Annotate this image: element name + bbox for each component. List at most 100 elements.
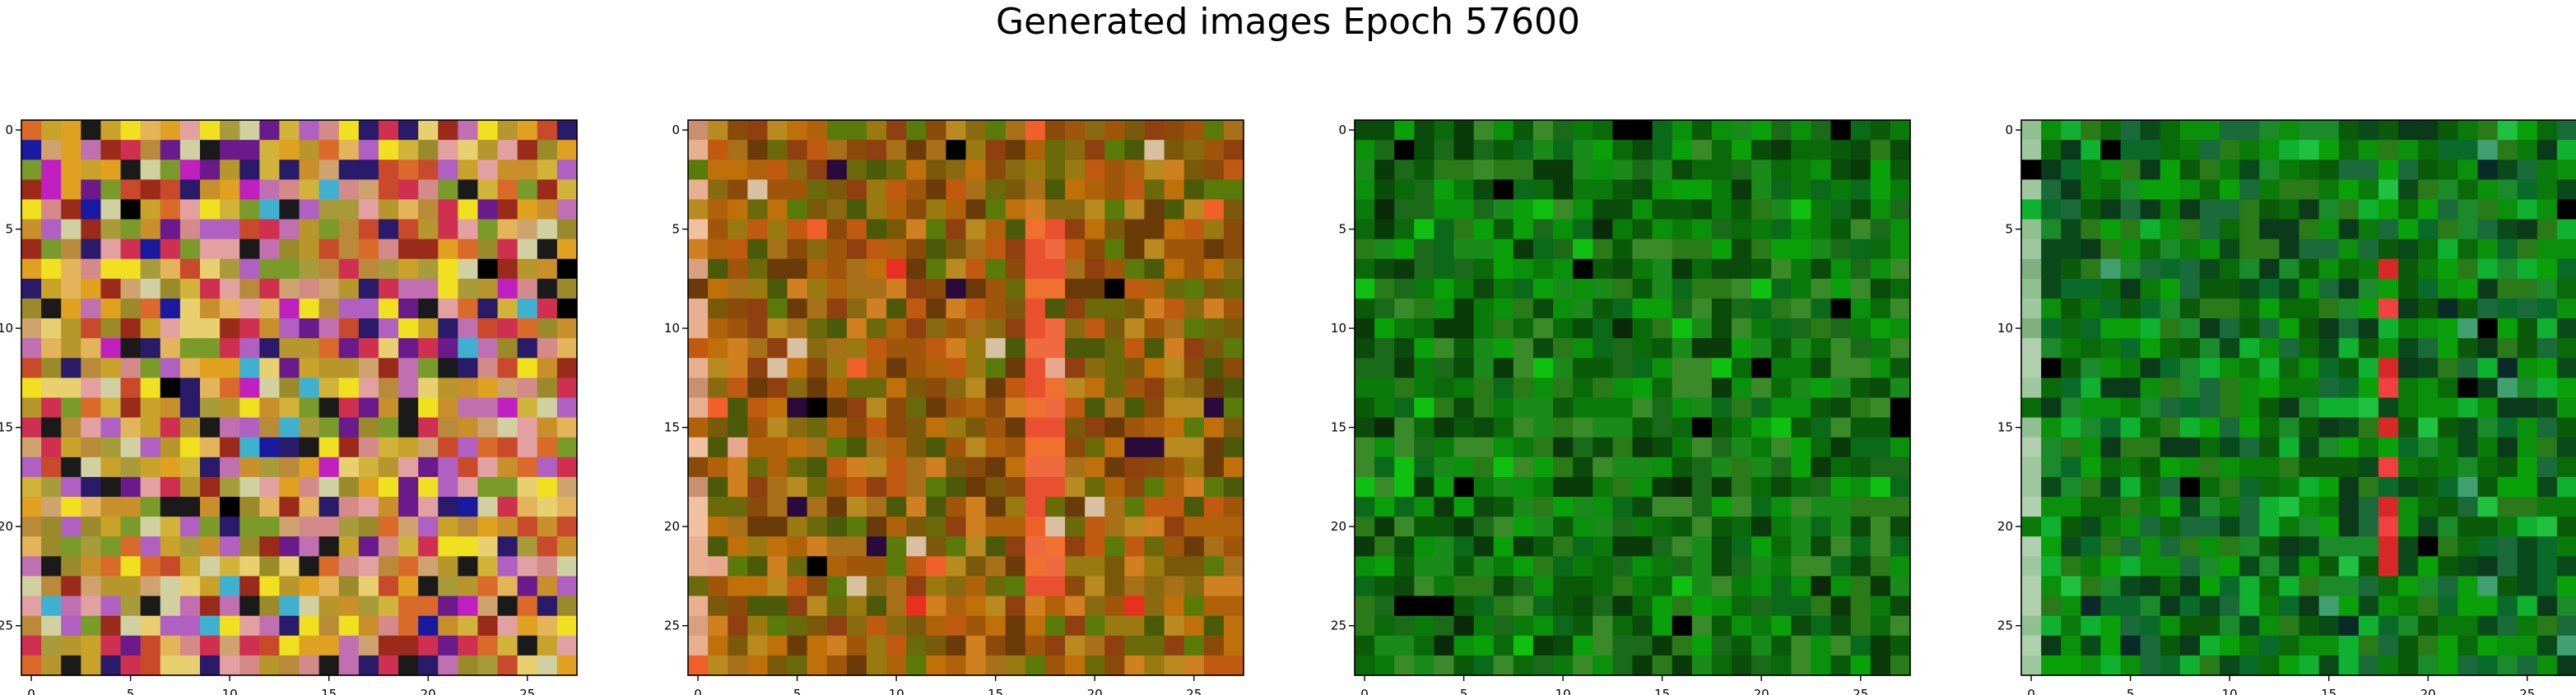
pixel-cell <box>1890 258 1911 280</box>
pixel-cell <box>517 437 538 458</box>
pixel-cell <box>2120 556 2141 577</box>
pixel-cell <box>1223 476 1244 498</box>
pixel-cell <box>398 239 419 260</box>
pixel-cell <box>239 199 260 220</box>
pixel-cell <box>2556 517 2576 537</box>
pixel-cell <box>1493 278 1514 299</box>
pixel-cell <box>946 298 967 319</box>
pixel-cell <box>2358 595 2379 617</box>
pixel-cell <box>1434 239 1455 260</box>
pixel-cell <box>1573 476 1593 498</box>
pixel-cell <box>140 556 161 577</box>
pixel-cell <box>2199 615 2220 637</box>
pixel-cell <box>2398 397 2419 419</box>
pixel-cell <box>1453 140 1475 160</box>
pixel-cell <box>1751 358 1772 378</box>
pixel-cell <box>1751 497 1772 517</box>
pixel-cell <box>438 417 458 438</box>
pixel-cell <box>338 140 360 160</box>
pixel-cell <box>965 239 987 260</box>
pixel-cell <box>1870 338 1891 359</box>
pixel-cell <box>2477 536 2499 557</box>
pixel-cell <box>100 476 122 498</box>
pixel-cell <box>21 338 42 359</box>
pixel-cell <box>556 397 578 419</box>
pixel-cell <box>1513 397 1534 419</box>
pixel-cell <box>1870 239 1891 260</box>
pixel-cell <box>1850 378 1872 399</box>
pixel-cell <box>2239 456 2260 478</box>
pixel-cell <box>1434 417 1455 438</box>
pixel-cell <box>1830 655 1852 676</box>
pixel-cell <box>537 437 558 458</box>
pixel-cell <box>1223 160 1244 180</box>
pixel-cell <box>1593 239 1613 260</box>
pixel-cell <box>418 655 439 676</box>
pixel-cell <box>1652 160 1673 180</box>
pixel-cell <box>1850 456 1872 478</box>
pixel-cell <box>1850 179 1872 201</box>
pixel-cell <box>965 536 987 557</box>
pixel-cell <box>378 397 399 419</box>
pixel-cell <box>2536 219 2558 240</box>
pixel-cell <box>299 140 320 160</box>
pixel-cell <box>1085 278 1105 299</box>
pixel-cell <box>2338 338 2360 359</box>
pixel-cell <box>2081 417 2102 438</box>
pixel-cell <box>358 615 379 637</box>
pixel-cell <box>747 239 769 260</box>
pixel-cell <box>2438 318 2458 339</box>
pixel-cell <box>2081 536 2102 557</box>
pixel-cell <box>120 437 142 458</box>
pixel-cell <box>787 556 808 577</box>
pixel-cell <box>926 378 946 399</box>
pixel-cell <box>926 258 946 280</box>
pixel-cell <box>1870 140 1891 160</box>
pixel-cell <box>1124 576 1146 597</box>
pixel-cell <box>398 655 419 676</box>
pixel-cell <box>100 595 122 617</box>
pixel-cell <box>458 219 479 240</box>
pixel-cell <box>906 378 927 399</box>
pixel-cell <box>2418 298 2439 319</box>
pixel-cell <box>1025 239 1046 260</box>
pixel-cell <box>1612 160 1634 180</box>
pixel-cell <box>378 160 399 180</box>
pixel-cell <box>259 378 280 399</box>
pixel-cell <box>2179 120 2201 141</box>
pixel-cell <box>1573 576 1593 597</box>
pixel-cell <box>438 655 458 676</box>
pixel-cell <box>61 397 81 419</box>
pixel-cell <box>378 576 399 597</box>
pixel-cell <box>2318 318 2340 339</box>
pixel-cell <box>1085 556 1105 577</box>
pixel-cell <box>458 140 479 160</box>
pixel-cell <box>926 456 946 478</box>
pixel-cell <box>2536 576 2558 597</box>
pixel-cell <box>477 219 499 240</box>
pixel-cell <box>2318 298 2340 319</box>
pixel-cell <box>1573 278 1593 299</box>
pixel-cell <box>2061 497 2081 517</box>
pixel-cell <box>1025 199 1046 220</box>
pixel-cell <box>1104 536 1125 557</box>
pixel-cell <box>21 417 42 438</box>
pixel-cell <box>1553 179 1574 201</box>
pixel-cell <box>1811 358 1832 378</box>
pixel-cell <box>2081 120 2102 141</box>
pixel-cell <box>906 556 927 577</box>
pixel-cell <box>100 318 122 339</box>
pixel-cell <box>398 437 419 458</box>
pixel-cell <box>1751 655 1772 676</box>
y-tick-label: 25 <box>0 619 13 633</box>
pixel-cell <box>985 298 1007 319</box>
pixel-cell <box>179 378 201 399</box>
pixel-cell <box>1532 517 1554 537</box>
pixel-cell <box>1453 160 1475 180</box>
pixel-cell <box>2318 437 2340 458</box>
pixel-cell <box>1593 615 1613 637</box>
pixel-cell <box>358 517 379 537</box>
pixel-cell <box>2497 160 2518 180</box>
pixel-cell <box>537 576 558 597</box>
pixel-cell <box>378 258 399 280</box>
